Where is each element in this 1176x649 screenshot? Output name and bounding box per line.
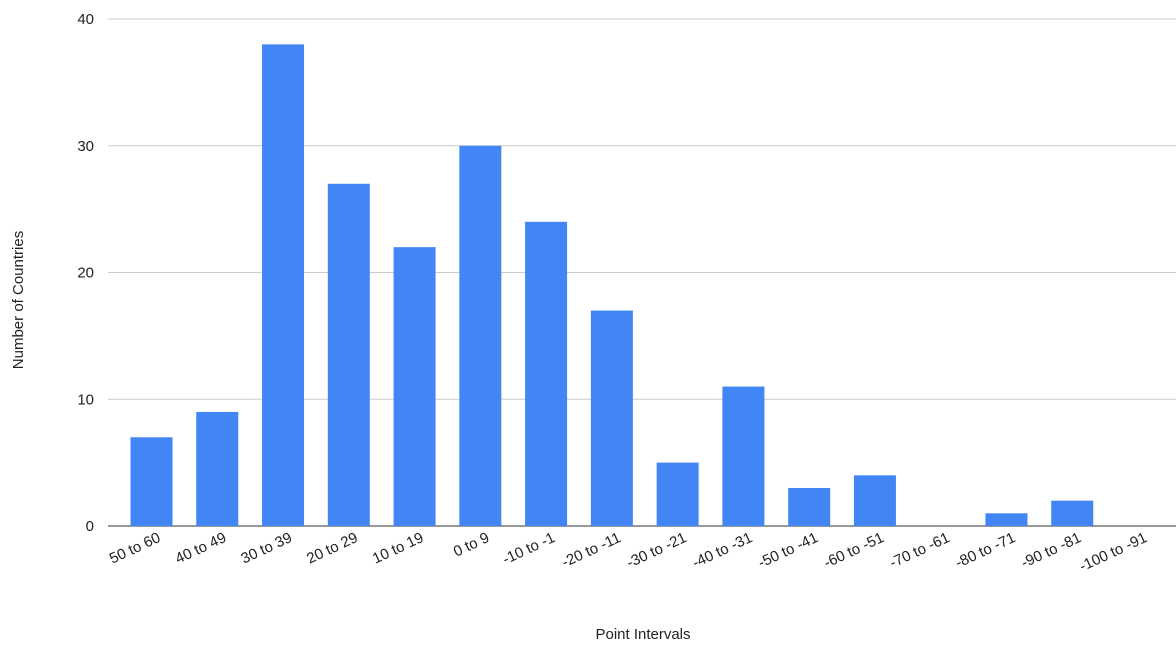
x-axis-title: Point Intervals <box>595 626 690 643</box>
x-tick-label: 50 to 60 <box>107 529 163 567</box>
bar <box>722 386 765 526</box>
x-tick-label: 30 to 39 <box>238 529 294 567</box>
y-axis-title: Number of Countries <box>10 231 27 369</box>
x-tick-label: -90 to -81 <box>1019 529 1084 572</box>
x-tick-label: -30 to -21 <box>624 529 689 572</box>
bar <box>525 221 568 527</box>
bar <box>459 145 502 526</box>
x-tick-label: 0 to 9 <box>451 529 492 560</box>
y-tick-label: 30 <box>77 138 94 155</box>
bar <box>788 487 831 526</box>
bar <box>985 513 1028 526</box>
bar <box>262 44 305 526</box>
x-tick-label: -20 to -11 <box>559 529 623 571</box>
x-tick-label: 10 to 19 <box>370 529 426 567</box>
x-tick-label: -60 to -51 <box>821 529 886 572</box>
bar <box>327 183 370 526</box>
x-tick-label: 40 to 49 <box>173 529 229 567</box>
bar <box>656 462 699 526</box>
bars <box>130 44 1094 527</box>
x-tick-label: -70 to -61 <box>887 529 952 572</box>
bar <box>853 475 896 526</box>
bar <box>196 411 239 526</box>
bar <box>1051 500 1094 526</box>
x-tick-labels: 50 to 60 40 to 49 30 to 39 20 to 29 10 to 19… <box>107 529 1150 575</box>
x-tick-label: 20 to 29 <box>304 529 360 567</box>
bar <box>590 310 633 526</box>
bar <box>130 437 173 526</box>
x-tick-label: -40 to -31 <box>690 529 755 572</box>
bar <box>393 247 436 526</box>
y-tick-label: 20 <box>77 265 94 282</box>
y-tick-labels: 0 10 20 30 40 <box>77 11 94 535</box>
y-tick-label: 0 <box>86 518 94 535</box>
y-tick-label: 40 <box>77 11 94 28</box>
x-tick-label: -10 to -1 <box>500 529 558 568</box>
x-tick-label: -100 to -91 <box>1077 529 1150 575</box>
x-tick-label: -50 to -41 <box>755 529 820 572</box>
y-tick-label: 10 <box>77 391 94 408</box>
x-tick-label: -80 to -71 <box>953 529 1018 572</box>
